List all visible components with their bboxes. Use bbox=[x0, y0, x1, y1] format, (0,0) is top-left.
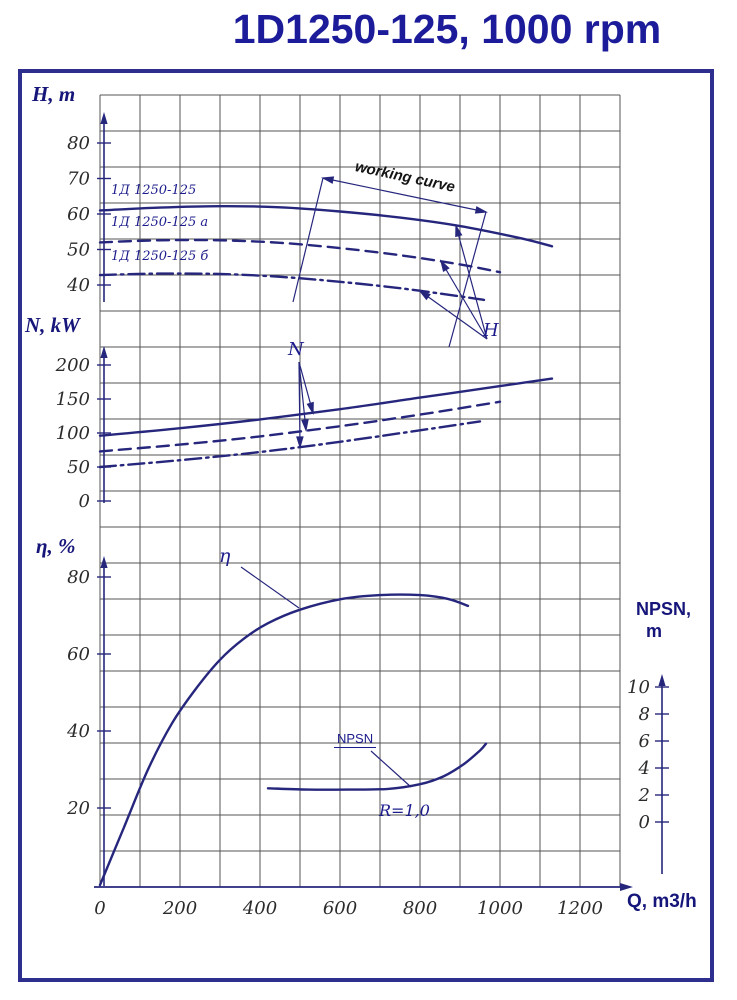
npsn-axis-label-line1: NPSN, bbox=[636, 599, 692, 619]
npsn-tick-label: 8 bbox=[639, 704, 650, 725]
head-tick-label: 80 bbox=[67, 133, 90, 154]
power-tick-label: 100 bbox=[56, 423, 90, 444]
npsn-axis-label: NPSN, m bbox=[636, 598, 691, 642]
eta-curve-pointer-label: η bbox=[219, 545, 231, 567]
npsn-panel: 10 8 6 4 2 0 bbox=[266, 674, 669, 874]
q-tick-label: 1000 bbox=[477, 898, 523, 919]
h-axis-label: H, m bbox=[32, 82, 76, 106]
power-panel: 200 150 100 50 0 bbox=[55, 346, 554, 512]
head-tick-label: 60 bbox=[67, 204, 90, 225]
head-curve-1 bbox=[98, 238, 502, 274]
efficiency-tick-label: 80 bbox=[67, 567, 90, 588]
power-tick-label: 200 bbox=[55, 355, 90, 376]
head-panel: 80 70 60 50 40 bbox=[66, 112, 554, 302]
npsn-curve-label: NPSN bbox=[334, 731, 377, 748]
head-curve-2 bbox=[98, 272, 486, 302]
q-tick-label: 1200 bbox=[557, 898, 603, 919]
efficiency-tick-label: 60 bbox=[67, 644, 90, 665]
npsn-tick-label: 4 bbox=[638, 758, 650, 779]
q-axis-label: Q, m3/h bbox=[627, 891, 697, 912]
chart-frame bbox=[18, 69, 714, 982]
annotation-lines bbox=[240, 176, 489, 788]
efficiency-panel: 80 60 40 20 bbox=[66, 556, 470, 887]
efficiency-tick-label: 20 bbox=[66, 798, 90, 819]
head-tick-label: 40 bbox=[66, 275, 90, 296]
series-label-a: 1Д 1250-125 а bbox=[111, 215, 209, 230]
n-axis-label: N, kW bbox=[25, 313, 80, 337]
power-tick-label: 0 bbox=[79, 491, 90, 512]
x-axis: 0 200 400 600 800 1000 1200 bbox=[94, 883, 633, 919]
head-tick-label: 70 bbox=[67, 169, 90, 190]
q-tick-label: 800 bbox=[403, 898, 437, 919]
power-curve-0 bbox=[98, 377, 554, 437]
series-label-b: 1Д 1250-125 б bbox=[111, 249, 209, 264]
h-curves-pointer-label: H bbox=[483, 320, 499, 341]
head-curve-0 bbox=[98, 204, 554, 248]
series-label-main: 1Д 1250-125 bbox=[111, 183, 197, 198]
npsn-tick-label: 10 bbox=[627, 677, 650, 698]
efficiency-tick-label: 40 bbox=[66, 721, 90, 742]
q-tick-label: 0 bbox=[94, 898, 105, 919]
npsn-tick-label: 0 bbox=[639, 812, 650, 833]
power-curve-2 bbox=[98, 420, 482, 469]
page-title: 1D1250-125, 1000 rpm bbox=[232, 6, 662, 52]
q-tick-label: 600 bbox=[323, 898, 357, 919]
power-tick-label: 150 bbox=[56, 389, 90, 410]
head-tick-label: 50 bbox=[67, 240, 90, 261]
q-tick-label: 400 bbox=[242, 898, 277, 919]
npsn-axis-label-line2: m bbox=[646, 621, 663, 641]
power-tick-label: 50 bbox=[67, 457, 90, 478]
npsn-curve-0 bbox=[266, 742, 488, 791]
eta-axis-label: η, % bbox=[36, 534, 76, 558]
efficiency-curve-0 bbox=[98, 593, 470, 887]
npsn-tick-label: 2 bbox=[638, 785, 650, 806]
n-curves-pointer-label: N bbox=[288, 339, 304, 360]
q-tick-label: 200 bbox=[162, 898, 197, 919]
npsn-tick-label: 6 bbox=[639, 731, 650, 752]
r-factor-label: R=1,0 bbox=[379, 801, 430, 820]
